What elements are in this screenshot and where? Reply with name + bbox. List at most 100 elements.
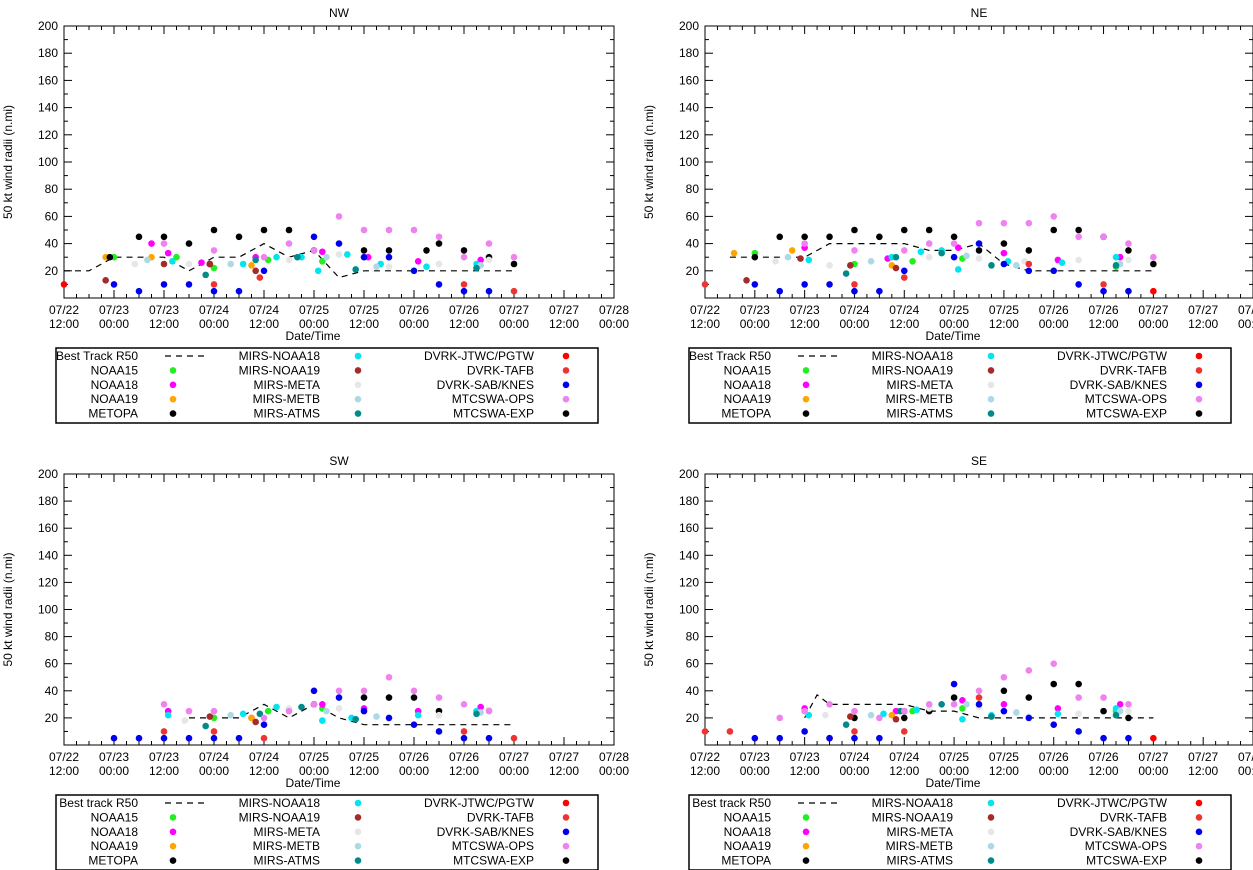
point-dvrk-sab-knes xyxy=(1025,267,1033,275)
series-dvrk-jtwc-pgtw xyxy=(1150,287,1157,295)
point-metopa xyxy=(1000,687,1008,695)
point-mtcswa-ops xyxy=(925,240,933,247)
legend-label: DVRK-TAFB xyxy=(467,363,534,377)
x-tick-label: 12:00 xyxy=(989,764,1019,778)
point-dvrk-tafb xyxy=(210,728,218,735)
point-metopa xyxy=(460,247,468,254)
x-tick-label: 00:00 xyxy=(399,317,429,331)
legend-swatch-mirs-atms xyxy=(987,410,995,417)
legend-label: MTCSWA-EXP xyxy=(1086,407,1167,421)
legend-label: DVRK-SAB/KNES xyxy=(1070,378,1167,392)
point-mirs-metb xyxy=(1013,709,1020,716)
point-mirs-meta xyxy=(826,262,833,269)
x-tick-label: 07/25 xyxy=(299,303,329,317)
legend-label: DVRK-JTWC/PGTW xyxy=(1057,349,1168,363)
y-tick-label: 180 xyxy=(679,46,699,60)
x-tick-label: 00:00 xyxy=(1238,317,1253,331)
point-dvrk-sab-knes xyxy=(110,281,118,288)
point-dvrk-sab-knes xyxy=(1025,714,1033,722)
point-metopa xyxy=(950,694,958,701)
x-tick-label: 12:00 xyxy=(249,317,279,331)
point-mtcswa-ops xyxy=(900,707,908,715)
legend-swatch-metopa xyxy=(802,857,810,864)
point-mirs-noaa19 xyxy=(892,264,900,272)
legend-label: DVRK-SAB/KNES xyxy=(437,825,534,839)
chart-panel-sw: SW2001801601401201008060402007/2212:0007… xyxy=(1,454,629,870)
point-dvrk-tafb xyxy=(210,281,218,288)
point-mtcswa-ops xyxy=(1000,673,1008,681)
point-mirs-metb xyxy=(867,257,875,265)
legend-label: NOAA18 xyxy=(91,825,139,839)
point-noaa18 xyxy=(319,248,326,256)
legend-label: MTCSWA-OPS xyxy=(1085,839,1167,853)
point-dvrk-sab-knes xyxy=(1075,728,1082,735)
point-dvrk-sab-knes xyxy=(776,287,784,295)
x-tick-label: 12:00 xyxy=(49,764,79,778)
series-mirs-meta xyxy=(772,253,1132,269)
point-mirs-metb xyxy=(867,711,875,719)
point-mtcswa-ops xyxy=(160,701,168,708)
point-mirs-noaa18 xyxy=(880,710,887,718)
x-axis-label: Date/Time xyxy=(286,776,341,790)
y-tick-label: 160 xyxy=(679,521,699,535)
point-metopa xyxy=(360,694,368,701)
y-tick-label: 40 xyxy=(45,237,59,251)
point-mtcswa-ops xyxy=(510,253,518,261)
point-mtcswa-ops xyxy=(801,240,808,247)
x-tick-label: 12:00 xyxy=(249,764,279,778)
series-dvrk-tafb xyxy=(210,274,518,295)
series-mirs-atms xyxy=(842,249,1120,277)
point-mirs-meta xyxy=(335,251,343,258)
legend-label: DVRK-JTWC/PGTW xyxy=(424,796,535,810)
chart-title: NW xyxy=(329,6,350,20)
point-metopa xyxy=(1125,714,1132,722)
legend-swatch-mtcswa-ops xyxy=(562,395,570,403)
legend-swatch-mirs-noaa18 xyxy=(354,352,362,360)
legend-label: MTCSWA-EXP xyxy=(453,407,534,421)
x-tick-label: 07/24 xyxy=(249,303,279,317)
y-tick-label: 200 xyxy=(38,19,58,33)
legend-swatch-mirs-metb xyxy=(987,842,995,850)
y-tick-label: 20 xyxy=(686,264,700,278)
y-tick-label: 200 xyxy=(679,19,699,33)
legend-swatch-noaa19 xyxy=(802,842,810,850)
x-tick-label: 07/26 xyxy=(399,750,429,764)
series-mirs-metb xyxy=(144,253,484,271)
point-metopa xyxy=(876,233,883,241)
point-metopa xyxy=(925,226,933,234)
chart-title: SW xyxy=(329,454,349,468)
x-tick-label: 07/24 xyxy=(839,750,869,764)
point-metopa xyxy=(1150,260,1157,268)
x-tick-label: 00:00 xyxy=(499,317,529,331)
point-noaa18 xyxy=(1116,701,1124,708)
legend-box xyxy=(688,794,1232,870)
series-metopa xyxy=(310,694,443,715)
point-metopa xyxy=(826,233,833,241)
point-mirs-meta xyxy=(822,711,829,719)
legend-box xyxy=(688,347,1232,424)
y-axis-label: 50 kt wind radii (n.mi) xyxy=(642,105,656,219)
legend-label: MIRS-METB xyxy=(253,392,320,406)
series-mirs-noaa19 xyxy=(206,713,259,726)
point-mirs-noaa19 xyxy=(892,715,900,723)
point-metopa xyxy=(1025,247,1033,254)
legend-swatch-mtcswa-exp xyxy=(562,410,570,417)
x-tick-label: 07/26 xyxy=(449,303,479,317)
point-mtcswa-ops xyxy=(1000,219,1008,227)
x-tick-label: 07/23 xyxy=(99,303,129,317)
point-mirs-metb xyxy=(784,253,792,261)
x-tick-label: 00:00 xyxy=(499,764,529,778)
y-tick-label: 60 xyxy=(686,657,700,671)
point-dvrk-jtwc-pgtw xyxy=(1150,287,1157,295)
point-mtcswa-ops xyxy=(185,707,193,715)
point-mtcswa-ops xyxy=(975,687,983,695)
point-dvrk-sab-knes xyxy=(751,281,759,288)
point-metopa xyxy=(210,226,218,234)
y-tick-label: 140 xyxy=(679,101,699,115)
x-tick-label: 07/28 xyxy=(1238,750,1253,764)
x-tick-label: 07/27 xyxy=(1188,303,1218,317)
x-tick-label: 07/23 xyxy=(790,750,820,764)
point-mirs-atms xyxy=(252,256,259,264)
point-dvrk-sab-knes xyxy=(160,281,168,288)
